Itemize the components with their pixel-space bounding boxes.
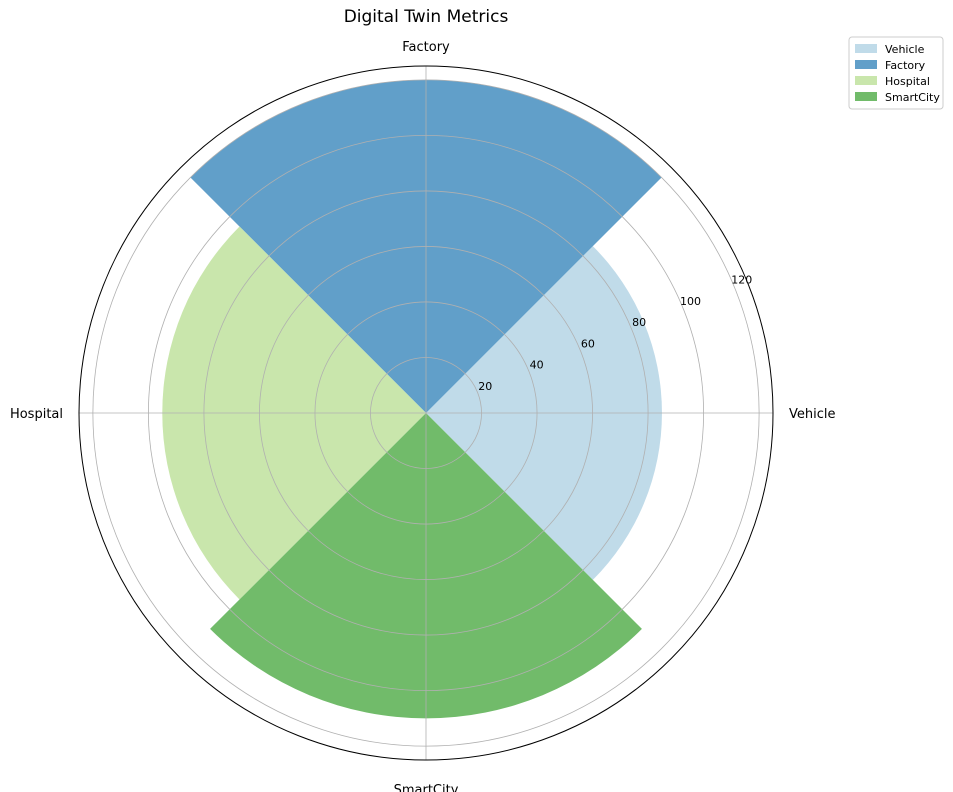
- legend-swatch-smartcity: [855, 92, 877, 101]
- r-tick-label: 80: [632, 316, 646, 329]
- legend-label-smartcity: SmartCity: [885, 91, 940, 104]
- r-tick-label: 120: [731, 274, 752, 287]
- legend-swatch-factory: [855, 60, 877, 69]
- category-label-smartcity: SmartCity: [394, 783, 459, 792]
- legend-swatch-hospital: [855, 76, 877, 85]
- legend-label-factory: Factory: [885, 59, 926, 72]
- polar-frame: [78, 65, 774, 761]
- category-label-vehicle: Vehicle: [789, 407, 836, 422]
- category-labels-group: Vehicle Factory Hospital SmartCity: [10, 40, 836, 792]
- legend-box: [848, 36, 944, 110]
- legend-label-hospital: Hospital: [885, 75, 930, 88]
- r-tick-label: 40: [530, 359, 544, 372]
- legend: Vehicle Factory Hospital SmartCity: [848, 36, 944, 110]
- bars-group: [162, 79, 662, 719]
- legend-label-vehicle: Vehicle: [885, 43, 925, 56]
- category-label-hospital: Hospital: [10, 407, 63, 422]
- radial-ticks-group: 20 40 60 80 100 120: [478, 274, 752, 393]
- category-label-factory: Factory: [402, 40, 450, 55]
- grid-group: [78, 65, 774, 761]
- r-tick-label: 60: [581, 337, 595, 350]
- chart-title: Digital Twin Metrics: [344, 7, 509, 27]
- r-tick-label: 100: [680, 295, 701, 308]
- r-tick-label: 20: [478, 380, 492, 393]
- legend-swatch-vehicle: [855, 44, 877, 53]
